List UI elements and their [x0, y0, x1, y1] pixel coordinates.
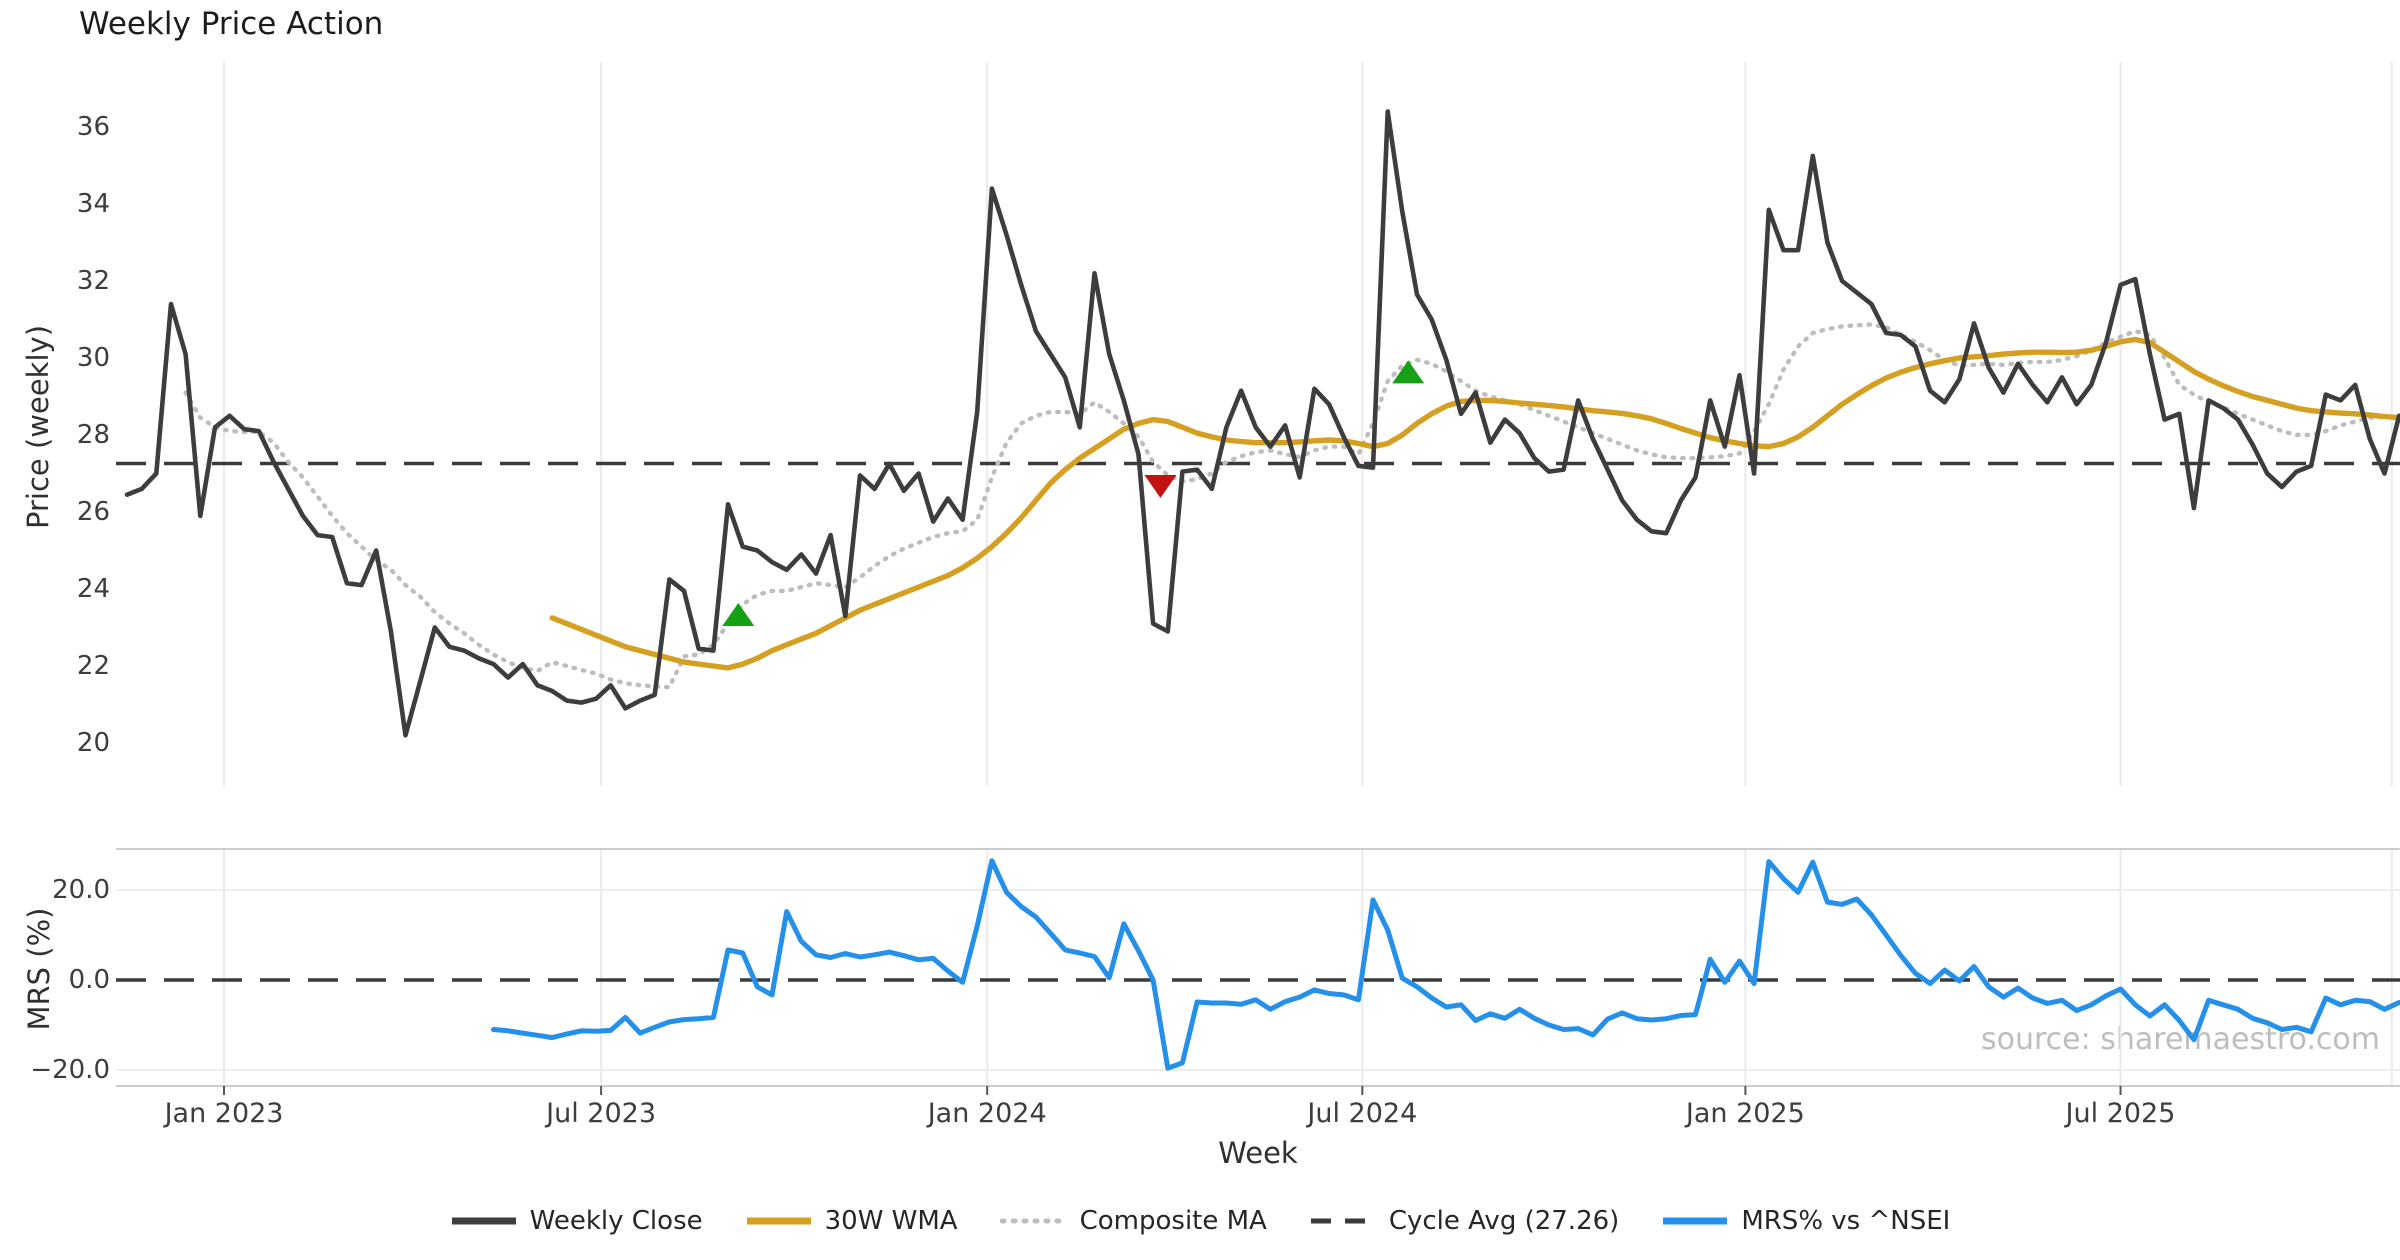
legend-swatch-solid: [1663, 1217, 1728, 1225]
mrs-y-tick: 20.0: [52, 875, 110, 905]
price-y-tick: 22: [76, 651, 110, 681]
price-y-tick: 30: [76, 343, 110, 373]
legend-swatch-dotted: [999, 1218, 1068, 1224]
x-tick-label: Jul 2025: [2065, 1098, 2176, 1129]
x-tick-label: Jul 2023: [546, 1098, 656, 1129]
legend-label: MRS% vs ^NSEI: [1741, 1206, 1951, 1236]
legend-swatch-solid: [746, 1217, 811, 1225]
mrs-y-tick: 0.0: [68, 965, 110, 995]
buy-signal-triangle: [1392, 360, 1425, 384]
legend-item: 30W WMA: [745, 1206, 958, 1236]
price-y-tick: 24: [76, 574, 110, 604]
sell-signal-triangle: [1144, 475, 1177, 499]
price-y-tick: 28: [76, 420, 110, 450]
x-tick-label: Jan 2024: [927, 1098, 1047, 1129]
mrs-line: [491, 858, 2400, 1071]
buy-signal-triangle: [722, 602, 755, 626]
chart-title: Weekly Price Action: [79, 6, 384, 42]
legend-swatch-dashed: [1310, 1218, 1375, 1224]
legend-label: Cycle Avg (27.26): [1388, 1206, 1620, 1236]
price-y-tick: 32: [76, 266, 110, 296]
x-axis-title: Week: [1218, 1136, 1298, 1170]
composite-ma-line: [183, 322, 2400, 690]
price-y-tick: 20: [76, 728, 110, 758]
price-y-tick: 26: [76, 497, 110, 527]
x-tick-label: Jan 2023: [164, 1098, 284, 1129]
legend-label: 30W WMA: [824, 1206, 958, 1236]
x-tick-label: Jul 2024: [1307, 1098, 1418, 1129]
legend-label: Composite MA: [1079, 1206, 1267, 1236]
legend-swatch-solid: [451, 1217, 516, 1225]
x-tick-label: Jan 2025: [1685, 1098, 1805, 1129]
mrs-y-tick: −20.0: [30, 1055, 110, 1085]
legend-item: Composite MA: [999, 1206, 1267, 1236]
legend-item: MRS% vs ^NSEI: [1661, 1206, 1950, 1236]
price-y-tick: 34: [76, 189, 110, 219]
price-y-tick: 36: [76, 112, 110, 142]
legend-label: Weekly Close: [529, 1206, 703, 1236]
weekly-close-line: [124, 109, 2400, 738]
legend: Weekly Close 30W WMA Composite MA Cycle Avg…: [0, 1206, 2400, 1236]
legend-item: Cycle Avg (27.26): [1309, 1206, 1619, 1236]
legend-item: Weekly Close: [450, 1206, 703, 1236]
